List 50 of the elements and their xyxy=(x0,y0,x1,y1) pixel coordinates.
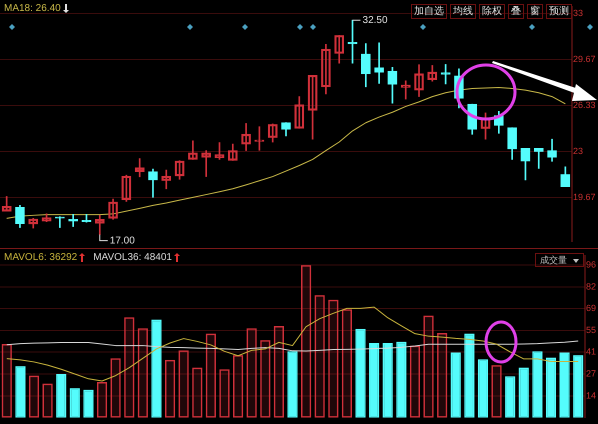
bar xyxy=(164,360,176,418)
bar xyxy=(124,317,134,418)
y-tick-label: 19.67 xyxy=(573,192,596,202)
bar xyxy=(314,295,325,418)
y-tick-label: 69 xyxy=(586,303,596,314)
annotation: 17.00 xyxy=(110,235,136,246)
annotation: 成交量 xyxy=(540,254,567,266)
y-tick-label: 33 xyxy=(573,8,584,18)
bar xyxy=(28,376,40,418)
y-tick-label: 14 xyxy=(586,390,596,400)
bar xyxy=(410,346,420,418)
bar xyxy=(423,316,434,418)
y-tick-label: 41 xyxy=(586,346,596,357)
bar xyxy=(96,382,108,418)
y-tick-label: 55 xyxy=(586,324,596,335)
bar xyxy=(2,344,12,418)
bar xyxy=(219,369,230,418)
candlestick xyxy=(82,214,92,223)
bar xyxy=(110,358,121,418)
candlestick xyxy=(348,20,358,64)
bar xyxy=(491,365,502,418)
annotation: 加自选 xyxy=(411,4,447,19)
bar xyxy=(192,368,202,418)
annotation: 窗 xyxy=(527,4,543,19)
y-tick-label: 27 xyxy=(586,368,596,379)
y-tick-label: 26.33 xyxy=(573,100,596,110)
annotation: 预测 xyxy=(546,4,572,19)
annotation: 除权 xyxy=(479,4,505,19)
text: MA18: 26.40 xyxy=(4,3,61,14)
bar xyxy=(138,328,148,418)
annotation: 32.50 xyxy=(362,14,388,26)
bar xyxy=(178,350,189,418)
text: MAVOL6: 36292 xyxy=(4,252,78,263)
bar xyxy=(260,340,270,418)
bar xyxy=(232,355,244,418)
y-tick-label: 82 xyxy=(586,281,596,292)
y-tick-label: 29.67 xyxy=(573,54,596,64)
bar xyxy=(246,328,257,418)
bar xyxy=(301,265,312,418)
bar xyxy=(437,333,448,418)
bar xyxy=(342,309,352,418)
bar xyxy=(274,326,284,418)
bar xyxy=(42,384,53,418)
annotation: 均线 xyxy=(450,4,476,19)
text: MAVOL36: 48401 xyxy=(93,252,172,263)
y-tick-label: 96 xyxy=(586,260,596,270)
annotation: 叠 xyxy=(508,4,524,19)
bar xyxy=(328,300,338,418)
y-tick-label: 23 xyxy=(573,146,584,156)
bar xyxy=(206,334,216,418)
